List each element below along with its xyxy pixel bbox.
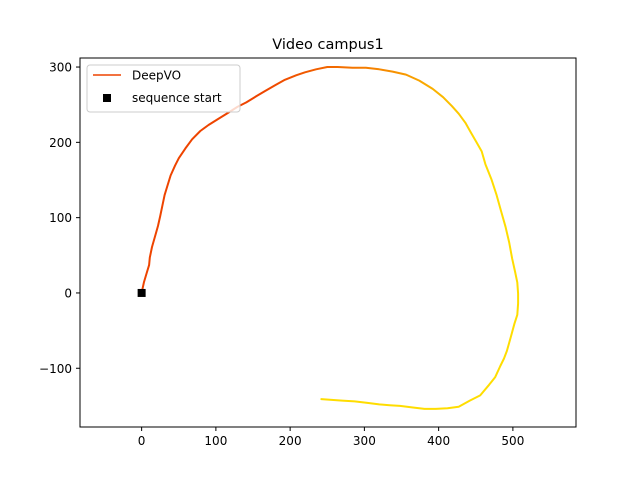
x-tick-label: 0 (138, 434, 146, 448)
legend: DeepVO sequence start (86, 64, 241, 113)
legend-entry-deepvo: DeepVO (132, 69, 181, 83)
legend-box (86, 64, 241, 113)
plot-area (137, 66, 520, 410)
x-tick-label: 300 (353, 434, 376, 448)
y-tick-label: −100 (39, 362, 72, 376)
sequence-start-marker (137, 288, 146, 297)
chart-title: Video campus1 (272, 37, 383, 53)
plot-frame (79, 57, 577, 428)
y-tick-label: 0 (64, 286, 72, 300)
y-tick-label: 100 (49, 211, 72, 225)
y-axis: −100 0 100 200 300 (39, 61, 80, 376)
y-tick-label: 200 (49, 136, 72, 150)
legend-marker-swatch (103, 94, 111, 102)
x-tick-label: 400 (427, 434, 450, 448)
x-tick-label: 100 (204, 434, 227, 448)
y-tick-label: 300 (49, 61, 72, 75)
x-tick-label: 500 (501, 434, 524, 448)
series-deepvo-line (140, 66, 520, 410)
x-axis: 0 100 200 300 400 500 (138, 427, 524, 448)
x-tick-label: 200 (279, 434, 302, 448)
legend-entry-sequence-start: sequence start (132, 91, 222, 105)
